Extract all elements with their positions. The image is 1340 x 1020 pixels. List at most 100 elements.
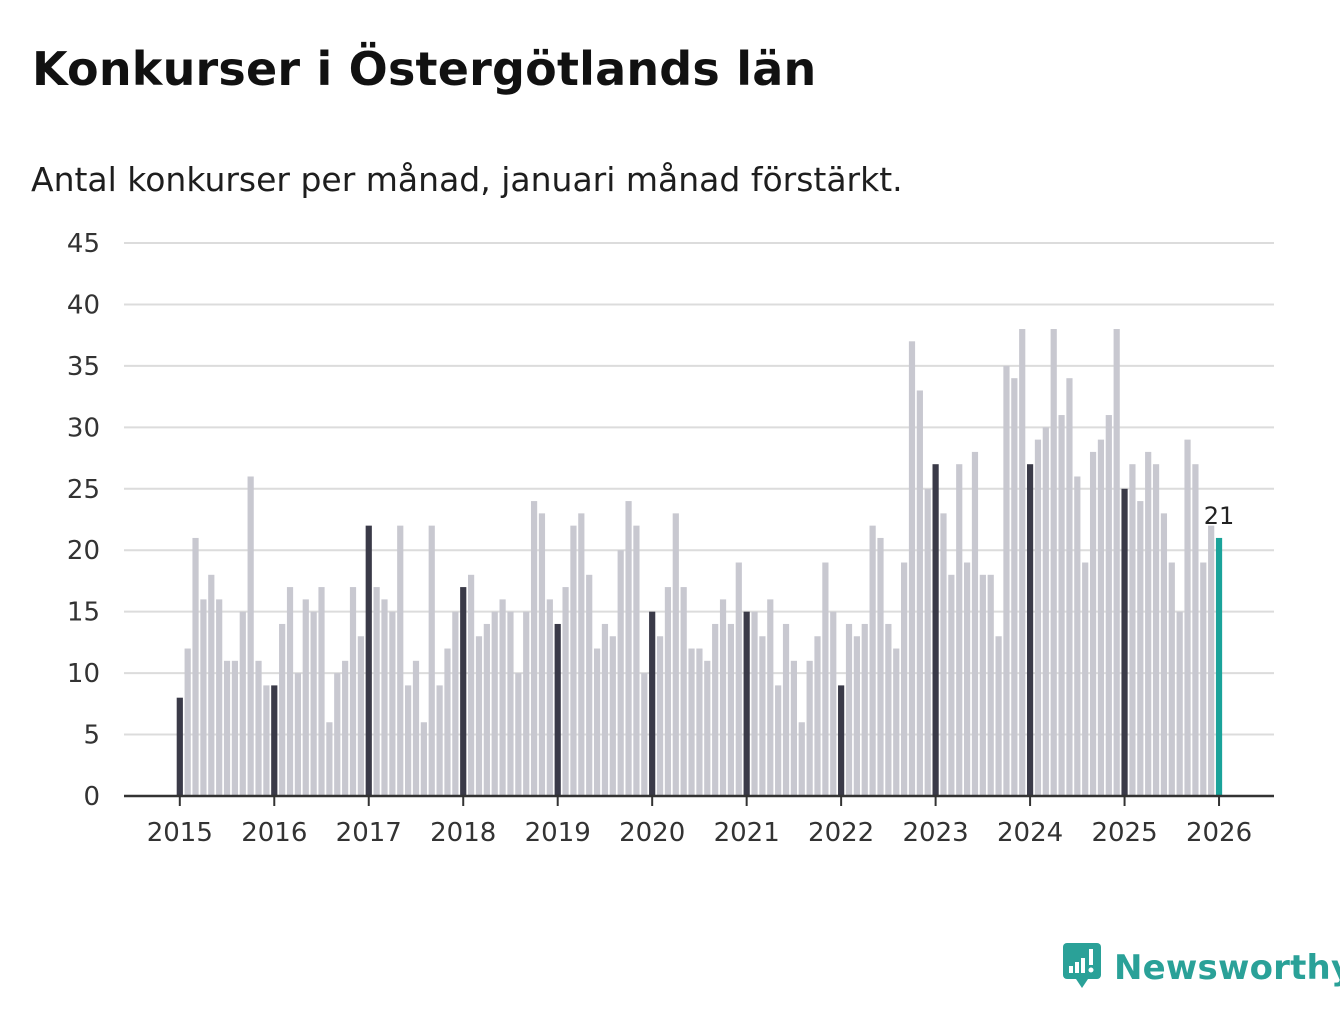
bar xyxy=(617,550,624,796)
bar xyxy=(349,587,357,796)
x-axis: 2015 2016 2017 2018 2019 2020 2021 2022 2023 2024… xyxy=(124,794,1274,848)
y-tick-label: 35 xyxy=(67,352,100,382)
y-tick-label: 25 xyxy=(67,475,100,505)
bar xyxy=(830,611,837,796)
bar xyxy=(1082,562,1089,796)
bar xyxy=(1050,329,1057,796)
bar xyxy=(885,623,892,796)
bar-january xyxy=(743,611,750,796)
bar xyxy=(845,623,853,796)
y-tick-label: 30 xyxy=(67,413,100,443)
bar xyxy=(491,611,498,796)
bar xyxy=(964,562,971,796)
y-tick-label: 45 xyxy=(67,229,100,259)
bar xyxy=(971,451,979,796)
bar xyxy=(223,660,231,796)
bar xyxy=(1011,378,1018,796)
bar xyxy=(1097,439,1105,796)
bar-january xyxy=(460,587,467,796)
bar xyxy=(515,673,522,796)
bar xyxy=(231,660,239,796)
newsworthy-logo-icon xyxy=(1062,942,1102,994)
bar xyxy=(200,599,207,796)
bar-january xyxy=(365,525,372,796)
bar xyxy=(184,648,191,796)
chart-subtitle: Antal konkurser per månad, januari månad… xyxy=(31,160,903,199)
bar xyxy=(570,525,577,796)
bar xyxy=(294,673,301,796)
bar xyxy=(1137,501,1144,796)
x-tick-label: 2019 xyxy=(525,818,591,848)
y-tick-label: 0 xyxy=(83,782,100,812)
x-tick-label: 2023 xyxy=(903,818,969,848)
bar xyxy=(908,341,916,796)
bar xyxy=(1105,415,1112,796)
bar xyxy=(302,599,309,796)
bar xyxy=(420,722,427,796)
bar xyxy=(318,587,325,796)
bar xyxy=(609,636,616,796)
bar xyxy=(759,636,766,796)
bar xyxy=(1129,464,1136,796)
bar xyxy=(940,513,947,796)
bar xyxy=(995,636,1002,796)
bar xyxy=(782,623,790,796)
bar xyxy=(987,574,994,796)
bar xyxy=(586,574,593,796)
bar xyxy=(1184,439,1191,796)
bars xyxy=(176,329,1223,796)
bar xyxy=(239,611,246,796)
x-tick-label: 2021 xyxy=(714,818,780,848)
bar xyxy=(1003,365,1010,796)
latest-value-label: 21 xyxy=(1204,502,1235,530)
bar xyxy=(1176,611,1183,796)
bar xyxy=(814,636,821,796)
bar xyxy=(798,722,805,796)
y-tick-label: 10 xyxy=(67,659,100,689)
bar-january xyxy=(176,697,183,796)
bar xyxy=(751,611,758,796)
bar xyxy=(1145,451,1152,796)
bar xyxy=(546,599,553,796)
bar xyxy=(562,587,569,796)
bar xyxy=(1074,476,1081,796)
x-tick-label: 2015 xyxy=(147,818,213,848)
bar xyxy=(719,599,727,796)
bar xyxy=(1042,427,1049,796)
y-tick-label: 5 xyxy=(83,721,100,751)
bar xyxy=(310,611,317,796)
bar xyxy=(979,574,986,796)
newsworthy-logo[interactable]: Newsworthy xyxy=(1062,942,1340,994)
bar xyxy=(696,648,703,796)
x-tick-label: 2026 xyxy=(1186,818,1252,848)
bar xyxy=(641,673,648,796)
bar xyxy=(286,587,294,796)
bar xyxy=(389,611,396,796)
x-tick-label: 2018 xyxy=(430,818,496,848)
bar xyxy=(279,623,286,796)
x-tick-label: 2022 xyxy=(808,818,874,848)
bar xyxy=(869,525,876,796)
bar xyxy=(1058,415,1065,796)
bar xyxy=(444,648,451,796)
bar xyxy=(499,599,506,796)
bar xyxy=(428,525,435,796)
bar xyxy=(1019,329,1026,796)
x-tick-label: 2017 xyxy=(336,818,402,848)
bar xyxy=(475,636,483,796)
bar-january xyxy=(649,611,656,796)
bar xyxy=(373,587,380,796)
bar xyxy=(822,562,829,796)
bar xyxy=(192,537,199,796)
x-tick-label: 2024 xyxy=(997,818,1063,848)
bar xyxy=(877,537,884,796)
y-tick-label: 20 xyxy=(67,536,100,566)
bar xyxy=(712,623,719,796)
bar xyxy=(1066,378,1073,796)
bar xyxy=(735,562,742,796)
bar xyxy=(704,660,711,796)
bar xyxy=(901,562,908,796)
bar-january xyxy=(838,685,845,796)
bar xyxy=(1208,525,1215,796)
